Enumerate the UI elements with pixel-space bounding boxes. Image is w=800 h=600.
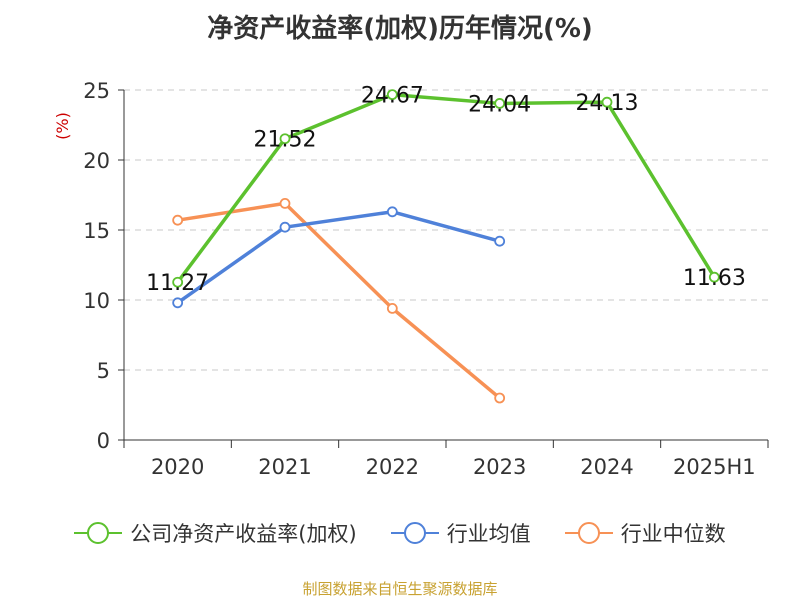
chart-title: 净资产收益率(加权)历年情况(%) [207,14,593,44]
data-point[interactable] [172,276,184,288]
data-label: 24.67 [361,84,424,109]
data-label: 24.13 [576,91,639,116]
series-layer [172,89,720,404]
data-point[interactable] [386,89,398,101]
data-source-note: 制图数据来自恒生聚源数据库 [302,580,498,598]
data-label: 11.27 [146,271,209,296]
data-point[interactable] [279,197,291,209]
legend-item-industry-mean[interactable]: 行业均值 [390,518,531,548]
data-point[interactable] [279,133,291,145]
legend-label-company-roe: 公司净资产收益率(加权) [130,522,357,546]
legend-swatch-industry-median [564,522,613,544]
data-point[interactable] [386,302,398,314]
x-tick-label: 2025H1 [673,455,756,479]
y-tick-label: 20 [83,149,110,173]
data-point[interactable] [279,221,291,233]
y-axis-label: (%) [53,112,72,140]
x-tick-label: 2023 [473,455,526,479]
data-label: 11.63 [683,266,746,291]
legend-label-industry-median: 行业中位数 [620,522,726,546]
y-tick-label: 15 [83,219,110,243]
data-label-layer: 11.27 21.52 24.67 24.04 24.13 11.63 [146,84,746,297]
data-point[interactable] [172,214,184,226]
y-tick-label: 25 [83,79,110,103]
data-point[interactable] [601,96,613,108]
y-tick-label: 10 [83,289,110,313]
series-line-1 [176,210,501,305]
y-tick-label: 5 [97,359,110,383]
legend-swatch-industry-mean [390,522,439,544]
data-label: 21.52 [254,128,317,153]
legend: 公司净资产收益率(加权) 行业均值 行业中位数 [0,518,800,548]
legend-item-company-roe[interactable]: 公司净资产收益率(加权) [74,518,357,548]
data-point[interactable] [708,271,720,283]
y-tick-label: 0 [97,429,110,453]
data-point[interactable] [494,235,506,247]
data-point[interactable] [494,392,506,404]
x-tick-label: 2024 [580,455,633,479]
data-point[interactable] [494,98,506,109]
legend-swatch-company-roe [74,522,123,544]
data-point[interactable] [386,206,398,218]
series-line-0 [176,92,716,284]
data-label: 24.04 [468,92,531,117]
series-line-2 [177,201,501,400]
x-tick-label: 2022 [366,455,419,479]
axis-layer: 0 5 10 15 20 25 2020 2021 2022 2023 2024 2025H1 [83,79,769,479]
legend-item-industry-median[interactable]: 行业中位数 [564,518,726,548]
x-tick-label: 2021 [258,455,311,479]
legend-label-industry-mean: 行业均值 [446,522,531,546]
x-tick-label: 2020 [151,455,204,479]
data-point[interactable] [172,297,184,309]
grid-layer [124,89,768,371]
